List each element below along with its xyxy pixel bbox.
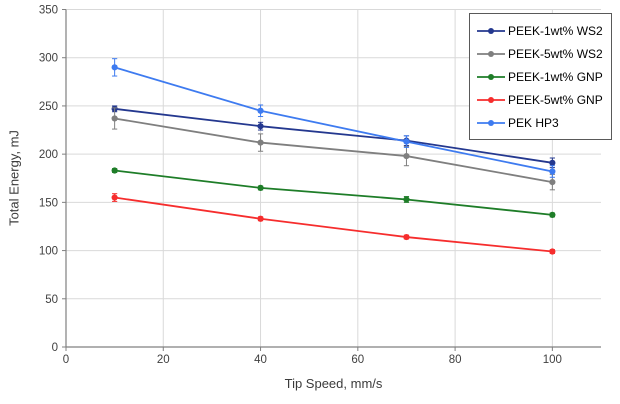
y-tick-label: 200 [39,149,58,161]
x-tick-label: 40 [254,354,267,366]
x-tick-label: 0 [63,354,69,366]
data-point [111,167,118,174]
data-point [257,215,264,222]
y-axis-title: Total Energy, mJ [6,130,22,226]
legend-label: PEK HP3 [508,115,559,130]
y-tick-label: 50 [45,294,58,306]
legend-item-peek-1wt-ws2: PEEK-1wt% WS2 [476,19,603,42]
legend-marker-icon [477,96,505,103]
legend-item-pek-hp3: PEK HP3 [476,111,603,134]
data-point [403,152,410,160]
x-tick-label: 60 [351,354,364,366]
legend-label: PEEK-1wt% WS2 [508,23,603,38]
data-point [111,194,118,201]
data-point [111,115,118,122]
legend-item-peek-5wt-ws2: PEEK-5wt% WS2 [476,42,603,65]
legend-item-peek-1wt-gnp: PEEK-1wt% GNP [476,65,603,88]
data-point [549,248,556,255]
data-point [549,159,556,166]
data-point [403,233,410,241]
y-tick-label: 100 [39,246,58,258]
x-axis-title: Tip Speed, mm/s [284,376,383,391]
data-point [111,64,118,71]
y-tick-label: 150 [39,197,58,209]
data-point [549,211,556,218]
data-point [257,123,264,130]
legend-marker-icon [477,50,505,57]
data-point [257,184,264,191]
data-point [403,138,410,145]
x-tick-label: 20 [157,354,170,366]
y-tick-label: 300 [39,53,58,65]
data-point [257,107,264,114]
legend-label: PEEK-5wt% GNP [508,92,603,107]
data-point [549,168,556,175]
legend-item-peek-5wt-gnp: PEEK-5wt% GNP [476,88,603,111]
series-line [114,66,553,173]
legend-marker-icon [477,27,505,34]
y-tick-label: 0 [52,342,58,354]
legend: PEEK-1wt% WS2 PEEK-5wt% WS2 PEEK-1wt% GNP P… [469,13,612,140]
series-line [114,196,553,253]
legend-label: PEEK-1wt% GNP [508,69,603,84]
legend-marker-icon [477,73,505,80]
data-point [403,196,410,203]
y-tick-label: 350 [39,5,58,17]
data-point [257,139,264,146]
series-line [114,169,553,216]
legend-marker-icon [477,119,505,126]
legend-label: PEEK-5wt% WS2 [508,46,603,61]
x-tick-label: 80 [449,354,462,366]
series-line [114,107,553,164]
data-point [549,179,556,186]
series-line [114,117,553,183]
x-tick-label: 100 [543,354,562,366]
y-tick-label: 250 [39,101,58,113]
